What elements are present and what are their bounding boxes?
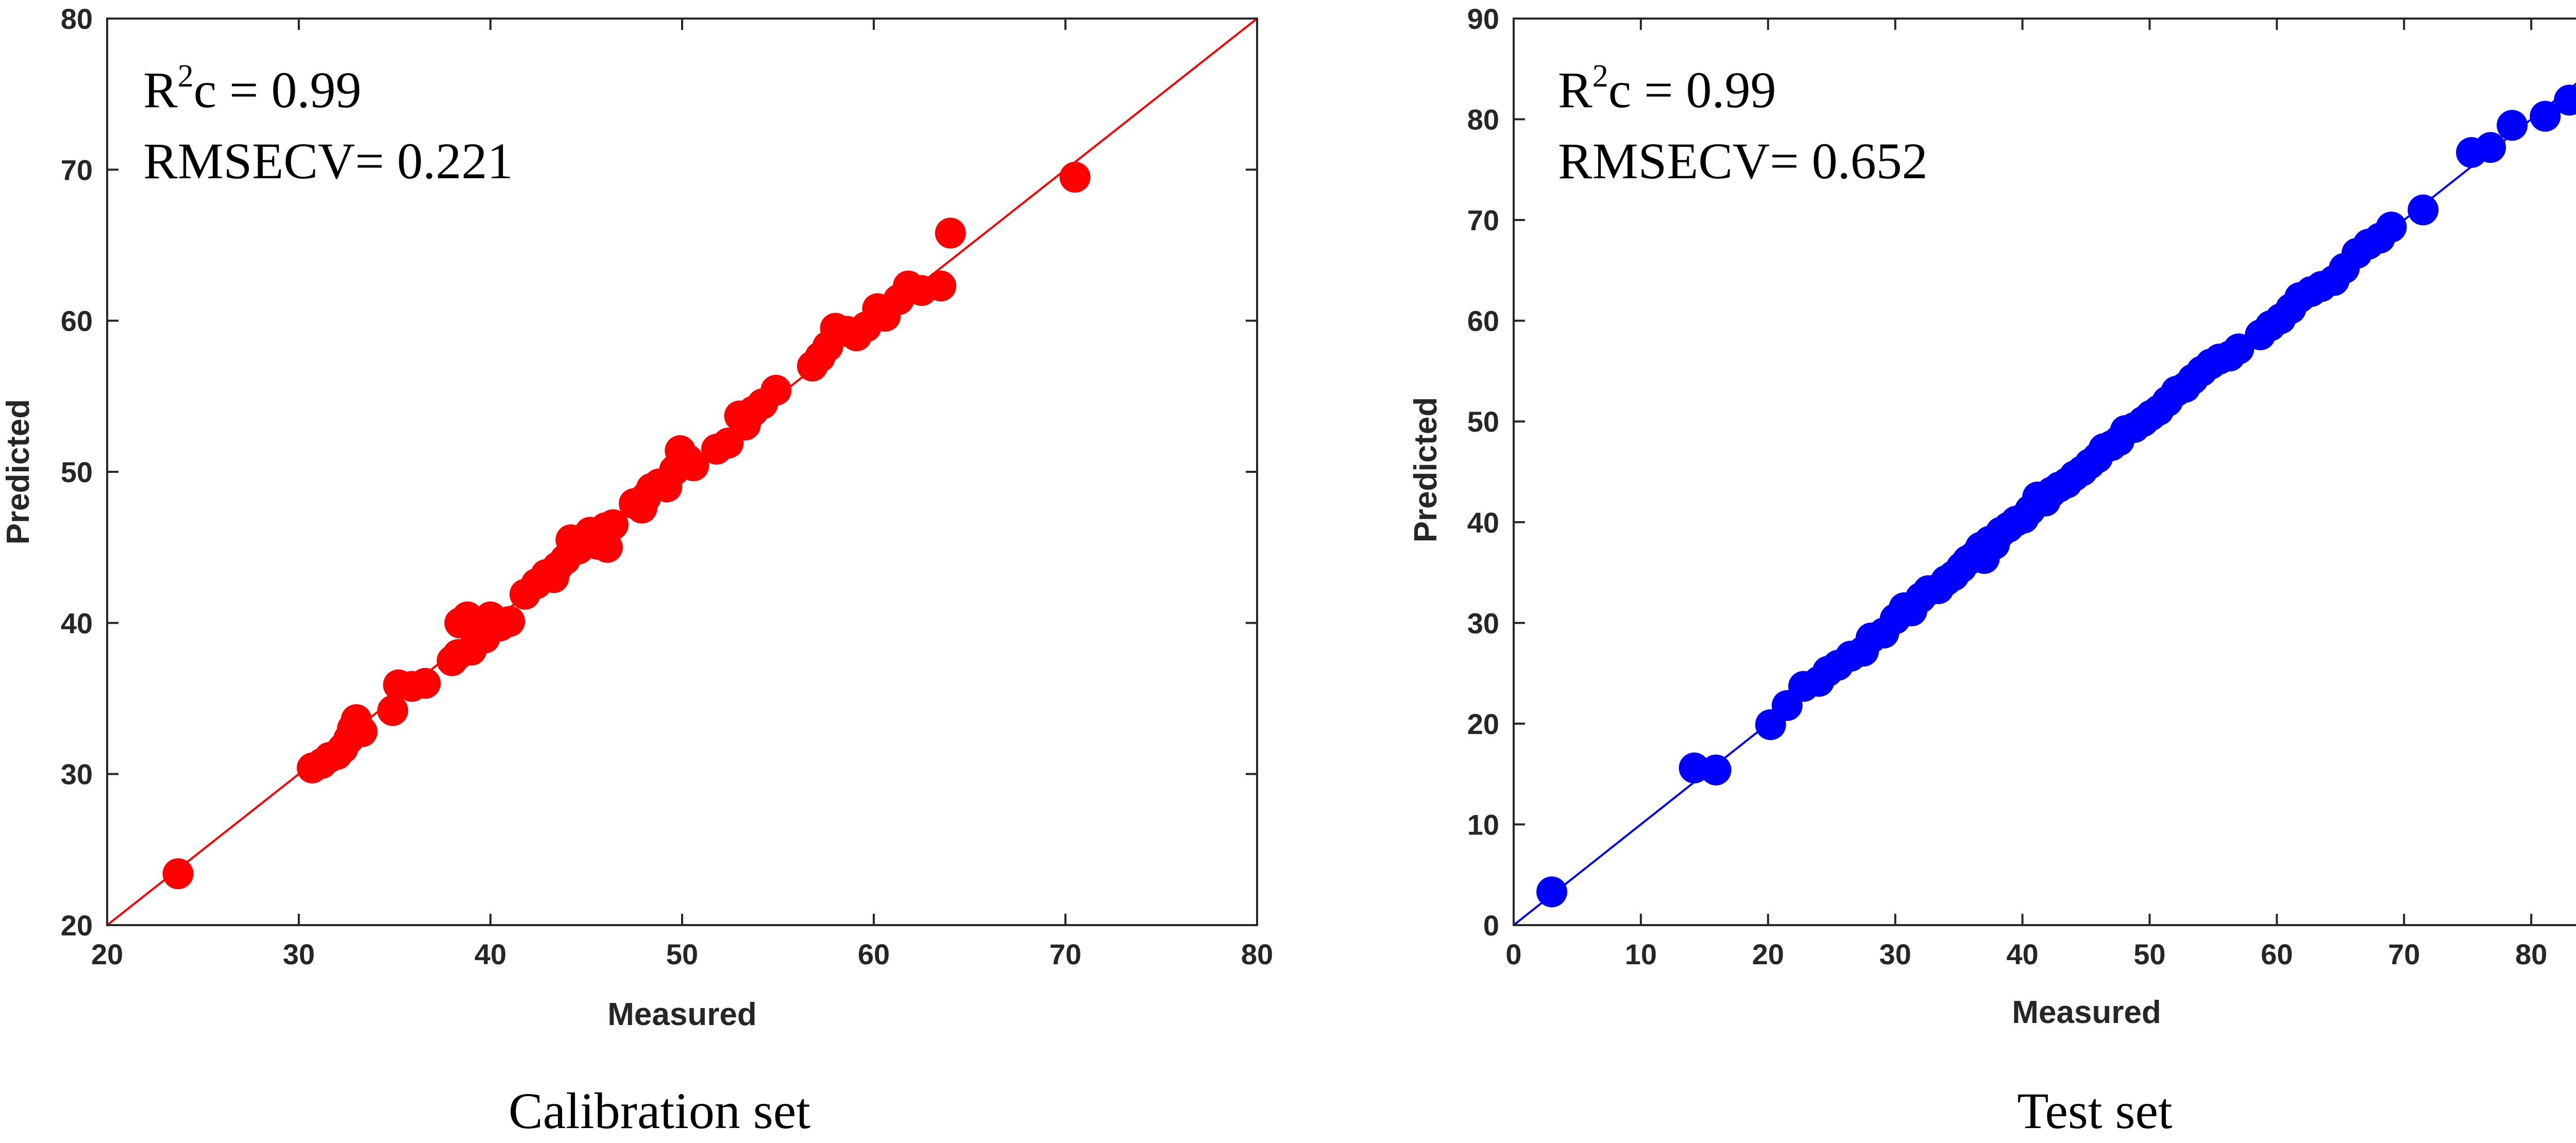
data-point: [1700, 754, 1732, 786]
x-tick-label: 30: [1879, 938, 1911, 970]
y-tick-label: 20: [1467, 708, 1499, 740]
plot-frame: [1513, 18, 2576, 926]
y-tick-label: 70: [1467, 204, 1499, 236]
y-tick-label: 30: [61, 758, 93, 791]
rmsecv-annotation: RMSECV= 0.221: [143, 132, 513, 190]
x-tick-label: 0: [1505, 938, 1521, 970]
data-point: [2376, 211, 2407, 243]
x-axis-title: Measured: [2012, 995, 2161, 1030]
data-point: [2554, 84, 2576, 116]
x-tick-label: 40: [2006, 938, 2038, 970]
data-point: [2530, 100, 2561, 132]
y-tick-label: 80: [1467, 104, 1499, 136]
y-tick-label: 40: [61, 607, 93, 639]
x-tick-label: 70: [1049, 938, 1081, 970]
data-point: [494, 606, 526, 637]
y-tick-label: 0: [1483, 909, 1499, 942]
x-tick-label: 50: [2133, 938, 2165, 970]
r2-annotation: R2c = 0.99: [1558, 59, 1776, 118]
data-points: [1536, 84, 2576, 908]
data-point: [2497, 110, 2528, 141]
data-point: [410, 668, 441, 699]
x-tick-label: 60: [858, 938, 890, 970]
y-tick-label: 30: [1467, 607, 1499, 639]
chart-caption: Calibration set: [509, 1082, 810, 1139]
y-axis-title: Predicted: [1408, 397, 1444, 543]
x-tick-label: 30: [283, 938, 315, 970]
y-tick-label: 80: [61, 3, 93, 35]
y-tick-label: 10: [1467, 808, 1499, 841]
y-tick-label: 60: [61, 305, 93, 337]
r2-annotation: R2c = 0.99: [143, 59, 361, 118]
test-chart-panel: 01020304050607080900102030405060708090 R…: [1408, 3, 2576, 1139]
x-tick-label: 70: [2388, 938, 2420, 970]
x-tick-label: 50: [666, 938, 698, 970]
y-tick-label: 90: [1467, 3, 1499, 35]
data-point: [678, 450, 709, 482]
data-point: [935, 217, 966, 249]
x-axis-title: Measured: [607, 997, 756, 1032]
data-point: [1059, 162, 1091, 193]
data-point: [2475, 132, 2506, 163]
data-point: [1536, 876, 1568, 908]
x-tick-label: 20: [1752, 938, 1784, 970]
x-tick-label: 40: [474, 938, 506, 970]
rmsecv-annotation: RMSECV= 0.652: [1558, 132, 1928, 190]
data-points: [162, 162, 1091, 890]
data-point: [760, 374, 792, 406]
data-point: [598, 509, 629, 540]
y-axis-title: Predicted: [1, 399, 36, 545]
axis-ticks: 20 30 40 50 60 70 80 20 30 40 50 60 70 80: [61, 3, 1273, 970]
y-tick-label: 50: [61, 456, 93, 488]
y-tick-label: 70: [61, 153, 93, 186]
x-tick-label: 80: [1241, 938, 1273, 970]
data-point: [377, 695, 409, 726]
y-tick-label: 50: [1467, 405, 1499, 438]
data-point: [346, 716, 378, 747]
x-tick-label: 80: [2515, 938, 2547, 970]
y-tick-label: 20: [61, 909, 93, 942]
y-tick-label: 40: [1467, 506, 1499, 539]
data-point: [162, 858, 194, 890]
x-tick-label: 10: [1625, 938, 1657, 970]
x-tick-label: 60: [2261, 938, 2293, 970]
x-tick-label: 20: [91, 938, 123, 970]
y-tick-label: 60: [1467, 305, 1499, 337]
chart-caption: Test set: [2017, 1082, 2172, 1139]
data-point: [925, 270, 957, 302]
data-point: [2408, 194, 2439, 226]
axis-ticks: 01020304050607080900102030405060708090: [1467, 3, 2548, 970]
